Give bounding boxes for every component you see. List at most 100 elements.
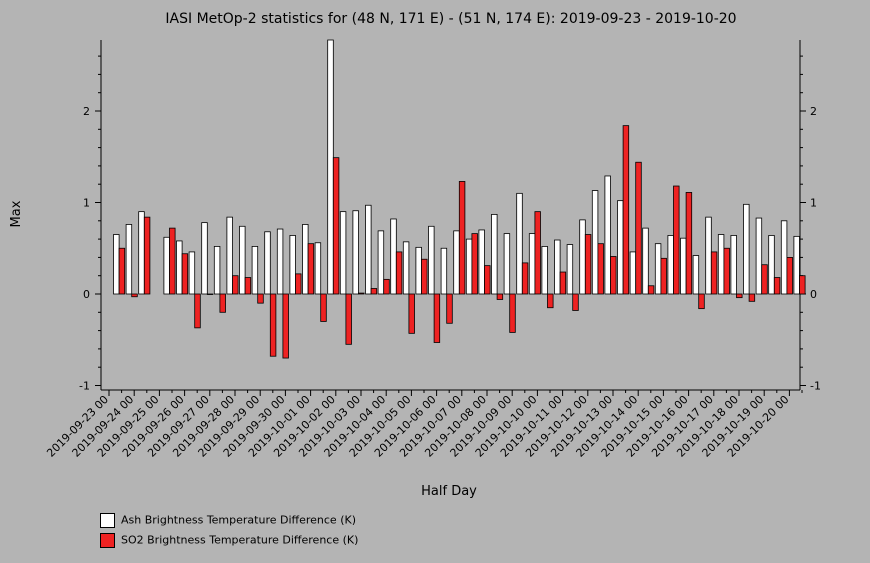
bar-ash (680, 237, 687, 295)
bar-ash (579, 219, 586, 295)
bar-ash (629, 251, 637, 295)
bar-so2 (232, 275, 239, 295)
y-tick-label: 1 (83, 197, 90, 210)
bar-ash (251, 246, 259, 295)
bar-so2 (282, 293, 289, 359)
bar-ash (705, 216, 712, 295)
bar-ash (365, 204, 372, 295)
bar-so2 (723, 247, 730, 295)
bar-so2 (169, 227, 176, 295)
bar-so2 (131, 293, 138, 298)
bar-ash (667, 235, 674, 295)
bar-ash (276, 228, 284, 295)
bar-so2 (685, 192, 693, 295)
y-tick-label-right: 1 (810, 197, 817, 210)
bar-so2 (584, 234, 592, 295)
bar-ash (213, 246, 221, 295)
legend-label-ash: Ash Brightness Temperature Difference (K… (121, 513, 356, 527)
bar-ash (302, 224, 309, 295)
bar-ash (440, 247, 448, 295)
bar-ash (554, 239, 561, 295)
bar-so2 (181, 253, 189, 295)
y-tick-label-right: 2 (810, 105, 817, 118)
bar-ash (339, 211, 347, 295)
bar-so2 (358, 292, 365, 295)
y-tick-label-right: 0 (810, 288, 817, 301)
bar-so2 (345, 293, 352, 345)
bar-so2 (421, 258, 428, 295)
bar-ash (566, 244, 574, 295)
bar-so2 (610, 256, 617, 295)
bar-ash (314, 242, 322, 295)
bar-ash (402, 241, 410, 295)
bar-ash (264, 231, 271, 295)
bar-ash (503, 233, 511, 295)
axes: -1 -1 0 0 1 1 2 2 (79, 40, 821, 393)
bar-ash (768, 235, 775, 295)
bar-ash (176, 240, 183, 295)
bar-ash (654, 243, 662, 295)
bar-so2 (395, 251, 403, 295)
bar-ash (692, 255, 700, 295)
legend-label-so2: SO2 Brightness Temperature Difference (K… (121, 533, 359, 547)
bar-so2 (219, 293, 226, 313)
bar-so2 (521, 262, 529, 295)
bar-ash (755, 217, 763, 295)
bar-so2 (559, 271, 567, 295)
bar-ash (743, 203, 750, 295)
bar-ash (352, 210, 359, 295)
bar-so2 (370, 288, 378, 295)
bar-ash (415, 246, 422, 295)
bar-so2 (446, 293, 453, 324)
bar-so2 (433, 293, 441, 343)
bar-ash (453, 230, 460, 295)
bar-so2 (786, 256, 793, 295)
bar-so2 (572, 293, 579, 311)
chart-title: IASI MetOp-2 statistics for (48 N, 171 E… (165, 11, 736, 27)
bar-ash (289, 235, 296, 295)
bar-so2 (698, 293, 705, 310)
bar-so2 (647, 285, 655, 295)
bar-so2 (509, 293, 516, 333)
bar-so2 (244, 277, 252, 295)
bar-so2 (496, 293, 504, 300)
bar-so2 (761, 264, 768, 295)
bar-so2 (458, 181, 466, 295)
bar-so2 (673, 185, 680, 295)
bar-so2 (257, 293, 264, 304)
bar-ash (478, 229, 485, 295)
bar-so2 (736, 293, 743, 299)
bar-ash (125, 224, 133, 295)
bar-so2 (295, 273, 302, 295)
bar-so2 (206, 293, 214, 295)
bar-ash (717, 234, 725, 295)
y-axis-label: Max (9, 200, 24, 227)
y-tick-label-right: -1 (810, 380, 821, 393)
bar-so2 (408, 293, 415, 334)
bar-so2 (635, 161, 642, 295)
bar-so2 (547, 293, 554, 309)
bar-ash (428, 225, 435, 295)
y-tick-label: -1 (79, 380, 90, 393)
bar-so2 (118, 247, 126, 295)
legend-swatch-so2 (100, 533, 115, 548)
bar-so2 (773, 277, 781, 295)
bar-so2 (471, 233, 478, 295)
bar-so2 (320, 293, 327, 322)
bar-ash (163, 236, 170, 295)
bar-ash (188, 251, 196, 295)
bar-ash (604, 175, 611, 295)
bar-so2 (710, 251, 718, 295)
bar-ash (465, 238, 473, 295)
bar-ash (541, 246, 548, 295)
bar-ash (642, 227, 649, 295)
bar-ash (113, 234, 120, 295)
bar-ash (239, 225, 246, 295)
bar-ash (793, 235, 800, 295)
bar-so2 (332, 157, 340, 295)
bar-so2 (484, 265, 491, 295)
bar-ash (491, 213, 498, 295)
bar-ash (390, 218, 397, 295)
